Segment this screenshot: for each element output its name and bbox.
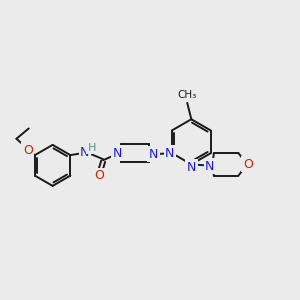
- Text: H: H: [88, 143, 96, 153]
- Text: CH₃: CH₃: [178, 90, 197, 100]
- Text: N: N: [113, 147, 122, 160]
- Text: O: O: [23, 143, 33, 157]
- Text: N: N: [165, 147, 174, 160]
- Text: O: O: [243, 158, 253, 171]
- Text: N: N: [187, 161, 196, 174]
- Text: N: N: [149, 148, 158, 160]
- Text: O: O: [94, 169, 104, 182]
- Text: N: N: [205, 160, 214, 173]
- Text: N: N: [80, 146, 89, 158]
